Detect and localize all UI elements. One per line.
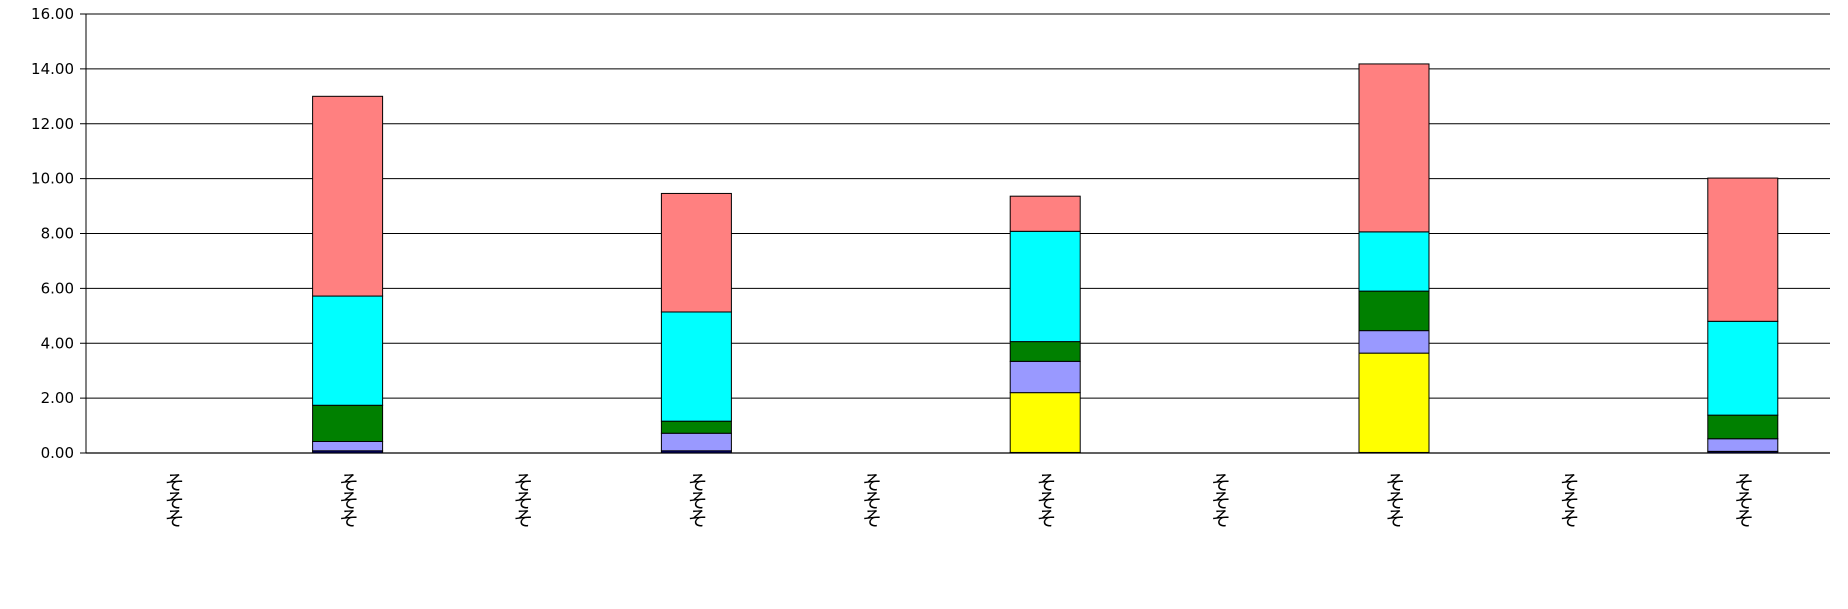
x-tick-label: そそそ bbox=[1208, 472, 1232, 527]
bar-segment bbox=[1009, 360, 1081, 394]
bar-segment bbox=[1009, 392, 1081, 453]
x-tick-text: そそそ bbox=[1382, 472, 1406, 527]
bar-segment bbox=[312, 95, 384, 297]
bar-segment bbox=[312, 404, 384, 442]
bar-segment bbox=[1707, 177, 1779, 322]
bar-segment bbox=[312, 440, 384, 452]
y-tick-label: 16.00 bbox=[31, 5, 74, 23]
bar-segment bbox=[660, 192, 732, 313]
x-tick-label: そそそ bbox=[859, 472, 883, 527]
bar-segment bbox=[1009, 195, 1081, 232]
y-tick-label: 14.00 bbox=[31, 60, 74, 78]
y-tick-label: 4.00 bbox=[41, 334, 74, 352]
x-tick-text: そそそ bbox=[684, 472, 708, 527]
y-tick-label: 0.00 bbox=[41, 444, 74, 462]
x-tick-label: そそそ bbox=[510, 472, 534, 527]
x-tick-label: そそそ bbox=[1033, 472, 1057, 527]
bar-segment bbox=[1707, 414, 1779, 440]
x-tick-label: そそそ bbox=[1556, 472, 1580, 527]
x-tick-label: そそそ bbox=[1731, 472, 1755, 527]
bar-segment bbox=[1009, 230, 1081, 343]
bar-segment bbox=[660, 311, 732, 422]
x-tick-label: そそそ bbox=[1382, 472, 1406, 527]
bar-segment bbox=[312, 295, 384, 406]
x-tick-text: そそそ bbox=[1556, 472, 1580, 527]
x-tick-text: そそそ bbox=[1208, 472, 1232, 527]
bar-segment bbox=[1358, 352, 1430, 453]
bar-segment bbox=[1358, 231, 1430, 292]
x-tick-label: そそそ bbox=[684, 472, 708, 527]
x-tick-label: そそそ bbox=[161, 472, 185, 527]
bar-segment bbox=[1358, 290, 1430, 332]
x-tick-text: そそそ bbox=[859, 472, 883, 527]
bar-segment bbox=[1358, 330, 1430, 354]
x-tick-text: そそそ bbox=[161, 472, 185, 527]
y-tick-labels: 0.00 2.00 4.00 6.00 8.00 10.00 12.00 14.00 16.00 bbox=[31, 5, 74, 462]
bar-segment bbox=[660, 432, 732, 452]
axes bbox=[80, 13, 1830, 454]
y-tick-label: 2.00 bbox=[41, 389, 74, 407]
y-tick-label: 6.00 bbox=[41, 279, 74, 297]
bars bbox=[312, 63, 1779, 454]
x-tick-text: そそそ bbox=[336, 472, 360, 527]
bar-segment bbox=[660, 420, 732, 434]
y-tick-label: 12.00 bbox=[31, 115, 74, 133]
bar-segment bbox=[1707, 320, 1779, 416]
bar-segment bbox=[1358, 63, 1430, 233]
x-tick-label: そそそ bbox=[336, 472, 360, 527]
x-tick-labels: そそそ そそそ そそそ そそそ そそそ そそそ そそそ そそそ そそそ そそそ bbox=[161, 472, 1755, 527]
y-tick-label: 8.00 bbox=[41, 225, 74, 243]
bar-segment bbox=[1707, 438, 1779, 452]
x-tick-text: そそそ bbox=[510, 472, 534, 527]
bar-segment bbox=[1009, 341, 1081, 362]
x-tick-text: そそそ bbox=[1033, 472, 1057, 527]
x-tick-text: そそそ bbox=[1731, 472, 1755, 527]
y-tick-label: 10.00 bbox=[31, 170, 74, 188]
